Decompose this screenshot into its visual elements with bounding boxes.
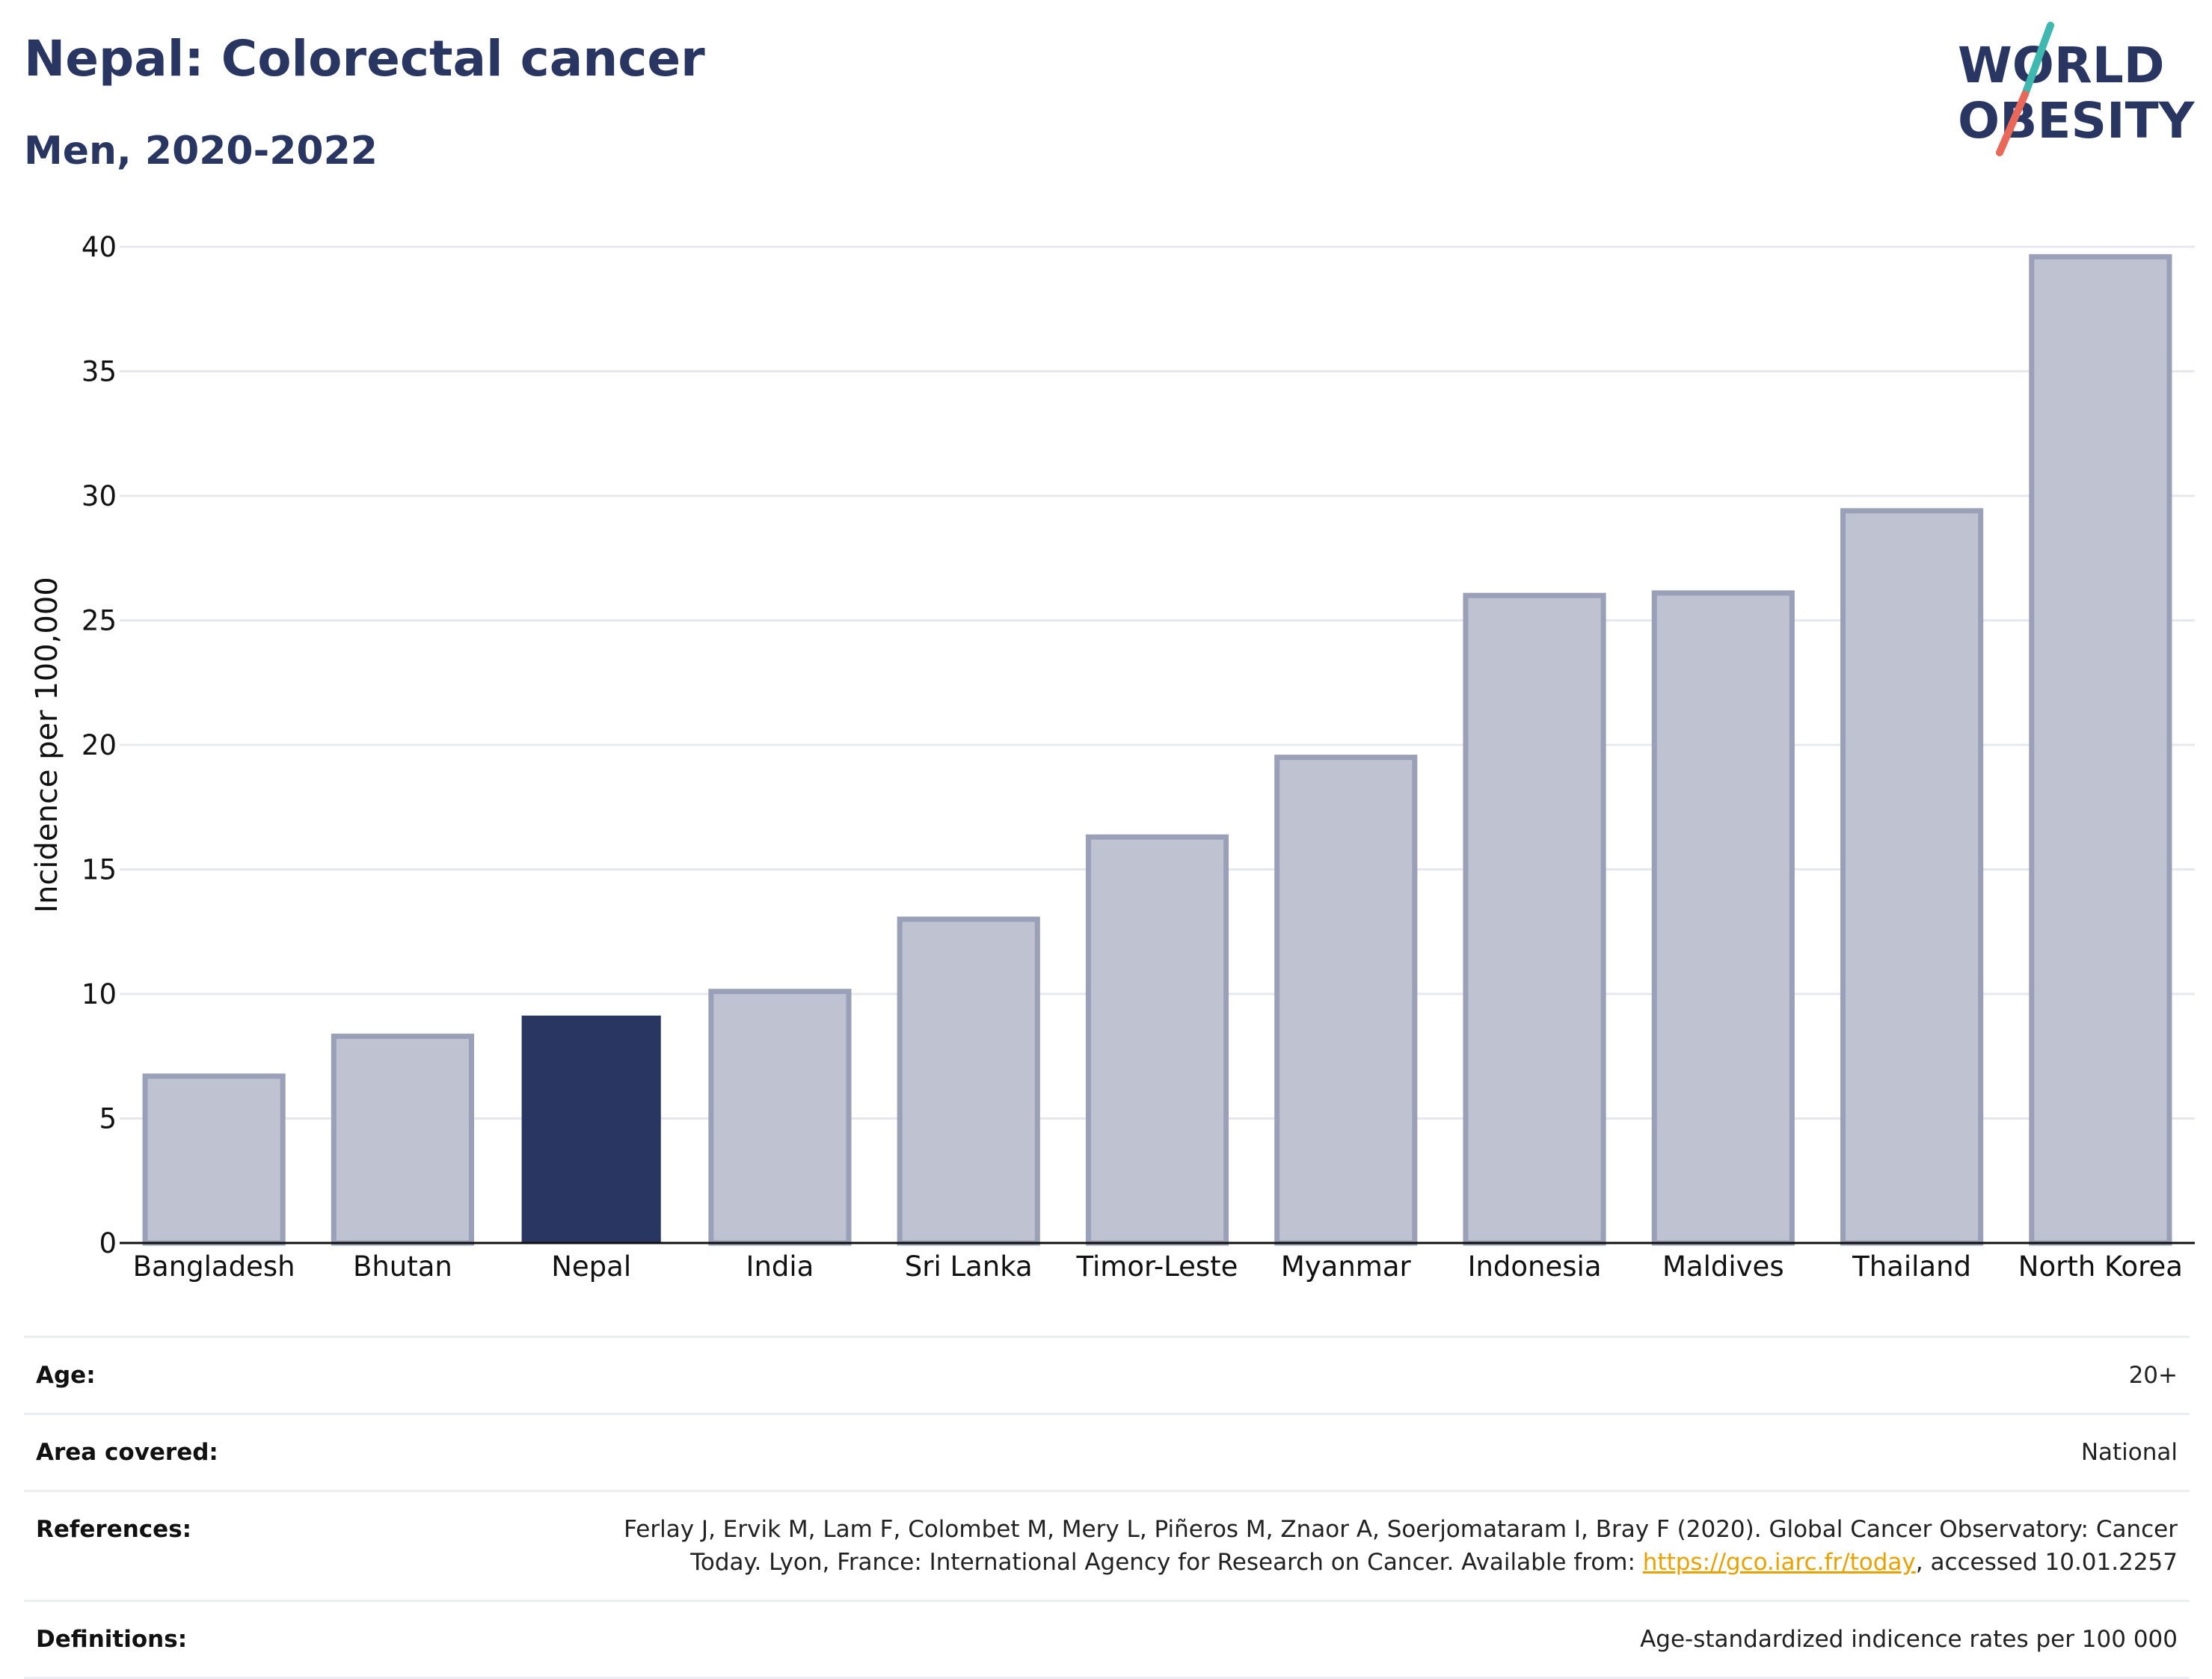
chart-title: Nepal: Colorectal cancer (24, 30, 705, 88)
x-tick-label: Myanmar (1281, 1250, 1412, 1283)
bar-india (708, 989, 852, 1246)
references-label: References: (36, 1516, 192, 1543)
references-line1: Ferlay J, Ervik M, Lam F, Colombet M, Me… (624, 1516, 2178, 1543)
bar-thailand (1840, 508, 1984, 1246)
logo-slash-top-icon (2021, 22, 2054, 98)
bar-chart: 0 5 10 15 20 25 30 35 40 Bangladesh Bhutan Nepal In… (30, 231, 2195, 1283)
bar-nepal (521, 1015, 661, 1244)
x-tick-label: Timor-Leste (1076, 1250, 1238, 1283)
area-value: National (2080, 1439, 2178, 1466)
bar-maldives (1651, 590, 1795, 1246)
logo-line2: OBESITY (1958, 92, 2196, 150)
x-tick-label: India (746, 1250, 814, 1283)
logo-slash-bottom-icon (1996, 90, 2029, 156)
y-tick-label: 5 (99, 1103, 117, 1135)
definitions-value: Age-standardized indicence rates per 100… (1640, 1626, 2178, 1653)
bar-north-korea (2029, 254, 2172, 1246)
meta-row-age: Age: 20+ (24, 1336, 2190, 1413)
meta-row-references: References: Ferlay J, Ervik M, Lam F, Co… (24, 1490, 2190, 1600)
meta-row-definitions: Definitions: Age-standardized indicence … (24, 1600, 2190, 1679)
x-tick-label: Sri Lanka (905, 1250, 1033, 1283)
bars (142, 254, 2172, 1246)
references-line2-pre: Today. Lyon, France: International Agenc… (690, 1549, 1643, 1576)
bar-myanmar (1274, 755, 1418, 1246)
y-tick-label: 15 (82, 854, 117, 886)
references-line2: Today. Lyon, France: International Agenc… (624, 1546, 2178, 1579)
references-line2-post: , accessed 10.01.2257 (1915, 1549, 2178, 1576)
chart-subtitle: Men, 2020-2022 (24, 129, 378, 174)
references-link[interactable]: https://gco.iarc.fr/today (1642, 1549, 1916, 1576)
references-value: Ferlay J, Ervik M, Lam F, Colombet M, Me… (624, 1513, 2178, 1579)
x-tick-label: Bangladesh (133, 1250, 295, 1283)
x-tick-label: Maldives (1662, 1250, 1784, 1283)
y-tick-label: 0 (99, 1227, 117, 1259)
metadata-table: Age: 20+ Area covered: National Referenc… (24, 1336, 2190, 1679)
age-value: 20+ (2128, 1362, 2178, 1389)
y-tick-label: 10 (82, 978, 117, 1010)
bar-bangladesh (142, 1073, 286, 1246)
world-obesity-logo: WORLD OBESITY (1958, 22, 2196, 156)
y-tick-label: 30 (82, 480, 117, 512)
x-tick-label: North Korea (2018, 1250, 2183, 1283)
age-label: Age: (36, 1362, 96, 1389)
y-tick-label: 20 (82, 729, 117, 761)
y-tick-label: 40 (82, 231, 117, 263)
bar-timor-leste (1085, 834, 1229, 1246)
y-axis-title: Incidence per 100,000 (30, 577, 64, 913)
area-label: Area covered: (36, 1439, 218, 1466)
x-tick-labels: Bangladesh Bhutan Nepal India Sri Lanka Timor… (133, 1250, 2183, 1283)
logo-line1: WORLD (1958, 37, 2165, 94)
x-tick-label: Thailand (1852, 1250, 1971, 1283)
bar-indonesia (1463, 592, 1606, 1246)
bar-bhutan (331, 1034, 474, 1246)
y-tick-label: 25 (82, 605, 117, 637)
x-tick-label: Nepal (551, 1250, 631, 1283)
meta-row-area: Area covered: National (24, 1413, 2190, 1490)
x-tick-label: Bhutan (353, 1250, 452, 1283)
bar-sri-lanka (897, 916, 1040, 1246)
y-tick-label: 35 (82, 356, 117, 388)
y-tick-labels: 0 5 10 15 20 25 30 35 40 (82, 231, 117, 1259)
definitions-label: Definitions: (36, 1626, 188, 1653)
x-tick-label: Indonesia (1468, 1250, 1602, 1283)
